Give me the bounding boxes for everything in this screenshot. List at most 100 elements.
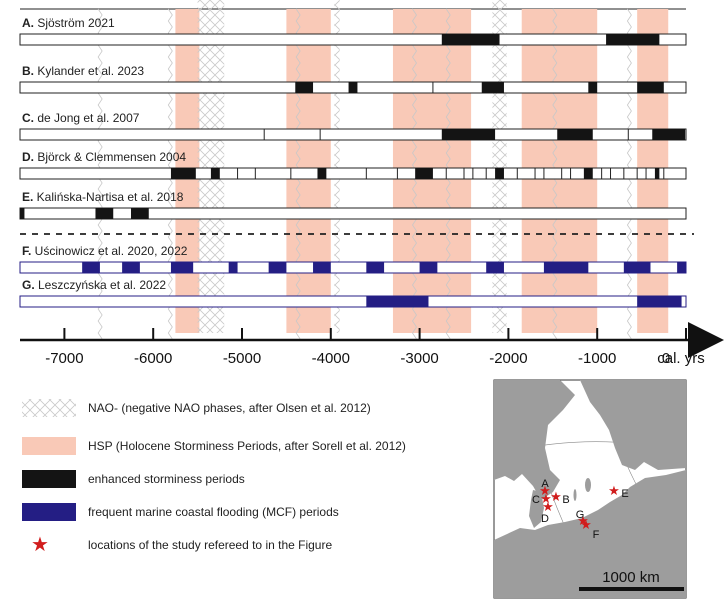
legend-swatch-mcf <box>22 503 76 521</box>
record-6: F. Uścinowicz et al. 2020, 2022 <box>19 244 687 274</box>
record-title: Uścinowicz et al. 2020, 2022 <box>31 244 187 258</box>
legend-item-star: ★ locations of the study refereed to in t… <box>31 534 332 556</box>
nao-bands <box>97 0 632 340</box>
record-3: C. de Jong et al. 2007 <box>19 111 687 141</box>
map-site-star-icon: ★ <box>550 489 562 504</box>
legend-text: frequent marine coastal flooding (MCF) p… <box>88 505 339 519</box>
record-bar <box>19 128 687 141</box>
map-site-star-icon: ★ <box>539 483 551 498</box>
nao-band <box>492 0 507 333</box>
storm-period <box>652 129 686 140</box>
map-site-label: A <box>541 478 549 490</box>
storm-period <box>588 82 598 93</box>
legend-text: locations of the study refereed to in th… <box>88 538 332 552</box>
record-7: G. Leszczyńska et al. 2022 <box>19 278 687 308</box>
axis-tick-label: -2000 <box>489 350 527 367</box>
record-letter: F. <box>22 244 31 258</box>
storm-period <box>131 208 149 219</box>
map-land-europe <box>494 470 686 598</box>
record-letter: E. <box>22 190 33 204</box>
storm-period <box>95 208 114 219</box>
storm-period <box>637 82 664 93</box>
mcf-period <box>228 262 238 273</box>
storm-period <box>557 129 593 140</box>
legend-swatch-storm <box>22 470 76 488</box>
record-bar <box>19 207 687 220</box>
map-site-star-icon: ★ <box>577 513 589 528</box>
map-scale-label: 1000 km <box>602 569 660 586</box>
mcf-period <box>486 262 504 273</box>
mcf-period <box>170 262 194 273</box>
legend-item-nao: NAO- (negative NAO phases, after Olsen e… <box>22 399 371 417</box>
axis-tick-label: -5000 <box>223 350 261 367</box>
baltic-inset-map: ★A★ B★C ★D★ E★F★G 1000 km <box>493 379 687 599</box>
record-label: A. Sjöström 2021 <box>22 16 115 30</box>
storm-period <box>606 34 660 45</box>
record-bar <box>19 295 687 308</box>
map-land-scandinavia <box>494 380 575 500</box>
record-letter: C. <box>22 111 34 125</box>
axis-tick-label: -1000 <box>578 350 616 367</box>
map-study-sites: ★A★ B★C ★D★ E★F★G <box>532 478 629 541</box>
legend-text: enhanced storminess periods <box>88 472 245 486</box>
legend-star-icon: ★ <box>31 534 49 556</box>
map-land-denmark <box>529 490 544 528</box>
mcf-period <box>419 262 438 273</box>
storm-period <box>295 82 314 93</box>
storm-period <box>441 129 496 140</box>
map-site-label: D <box>541 513 549 525</box>
storm-period <box>210 168 220 179</box>
record-label: C. de Jong et al. 2007 <box>22 111 140 125</box>
axis-tick-label: -3000 <box>400 350 438 367</box>
storm-period <box>317 168 327 179</box>
storm-period <box>415 168 433 179</box>
record-2: B. Kylander et al. 2023 <box>19 64 687 94</box>
mcf-period <box>623 262 651 273</box>
axis-tick-label: -4000 <box>312 350 350 367</box>
record-label: G. Leszczyńska et al. 2022 <box>22 278 166 292</box>
record-5: E. Kalińska-Nartisa et al. 2018 <box>19 190 687 220</box>
map-site-label: F <box>593 529 600 541</box>
mcf-period <box>677 262 686 273</box>
record-4: D. Björck & Clemmensen 2004 <box>19 150 687 180</box>
storm-period <box>495 168 504 179</box>
legend-item-storm: enhanced storminess periods <box>22 470 245 488</box>
mcf-period <box>122 262 140 273</box>
nao-band <box>197 0 225 333</box>
record-title: Sjöström 2021 <box>34 16 115 30</box>
mcf-period <box>637 296 682 307</box>
record-letter: D. <box>22 150 34 164</box>
legend-swatch-hsp <box>22 437 76 455</box>
mcf-period <box>313 262 331 273</box>
map-site-star-icon: ★ <box>540 491 552 506</box>
legend-swatch-nao <box>22 399 76 417</box>
record-letter: G. <box>22 278 35 292</box>
record-letter: A. <box>22 16 34 30</box>
map-site-label: C <box>532 494 540 506</box>
record-title: Björck & Clemmensen 2004 <box>34 150 186 164</box>
time-axis: -7000 -6000 -5000 -4000 -3000 -2000 -1000 0cal.… <box>20 322 724 367</box>
storm-period <box>348 82 358 93</box>
record-label: B. Kylander et al. 2023 <box>22 64 144 78</box>
storm-period <box>583 168 593 179</box>
map-site-star-icon: ★ <box>542 499 554 514</box>
record-title: Kylander et al. 2023 <box>34 64 144 78</box>
map-site-star-icon: ★ <box>608 483 620 498</box>
record-title: Kalińska-Nartisa et al. 2018 <box>33 190 183 204</box>
axis-tick-label: 0 <box>662 350 670 367</box>
map-site-star-icon: ★ <box>580 517 592 532</box>
legend-text: HSP (Holocene Storminess Periods, after … <box>88 439 406 453</box>
record-title: de Jong et al. 2007 <box>34 111 140 125</box>
nao-band <box>334 0 340 333</box>
axis-tick-label: -6000 <box>134 350 172 367</box>
storm-period <box>441 34 500 45</box>
legend-text: NAO- (negative NAO phases, after Olsen e… <box>88 401 371 415</box>
record-1: A. Sjöström 2021 <box>19 16 687 46</box>
record-letter: B. <box>22 64 34 78</box>
storm-period <box>481 82 504 93</box>
legend-item-mcf: frequent marine coastal flooding (MCF) p… <box>22 503 339 521</box>
storm-period <box>654 168 660 179</box>
records: A. Sjöström 2021 B. Kylander et al. 2023 C… <box>19 16 687 308</box>
mcf-period <box>268 262 287 273</box>
